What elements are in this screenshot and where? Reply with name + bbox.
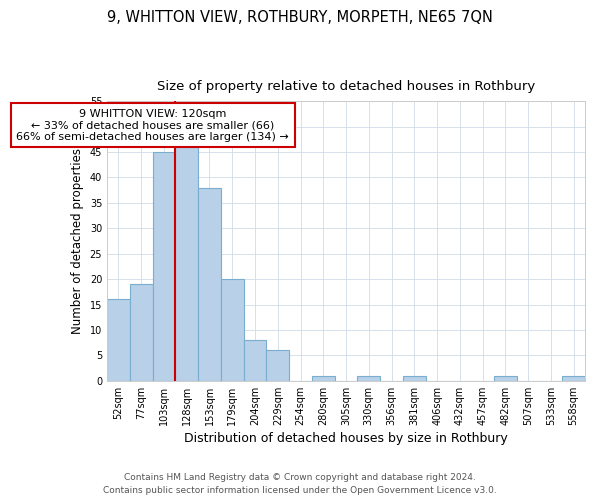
X-axis label: Distribution of detached houses by size in Rothbury: Distribution of detached houses by size … [184,432,508,445]
Bar [244,340,266,381]
Text: Contains HM Land Registry data © Crown copyright and database right 2024.
Contai: Contains HM Land Registry data © Crown c… [103,474,497,495]
Bar [358,376,380,381]
Bar [175,147,198,381]
Bar [494,376,517,381]
Bar [152,152,175,381]
Text: 9 WHITTON VIEW: 120sqm
← 33% of detached houses are smaller (66)
66% of semi-det: 9 WHITTON VIEW: 120sqm ← 33% of detached… [16,108,289,142]
Bar [107,300,130,381]
Bar [403,376,425,381]
Bar [130,284,152,381]
Y-axis label: Number of detached properties: Number of detached properties [71,148,84,334]
Bar [221,279,244,381]
Title: Size of property relative to detached houses in Rothbury: Size of property relative to detached ho… [157,80,535,93]
Text: 9, WHITTON VIEW, ROTHBURY, MORPETH, NE65 7QN: 9, WHITTON VIEW, ROTHBURY, MORPETH, NE65… [107,10,493,25]
Bar [562,376,585,381]
Bar [312,376,335,381]
Bar [266,350,289,381]
Bar [198,188,221,381]
